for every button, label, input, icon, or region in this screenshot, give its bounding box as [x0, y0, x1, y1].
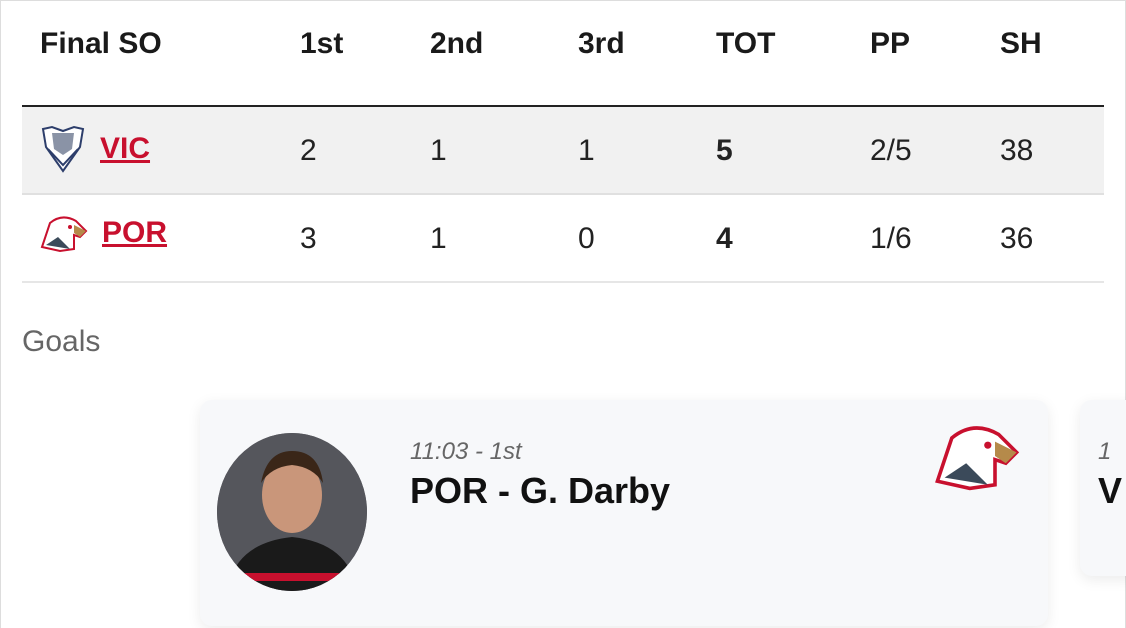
por-2nd: 1 [430, 222, 447, 255]
goal-scorer: POR - G. Darby [410, 470, 671, 511]
por-pp: 1/6 [870, 222, 912, 255]
team-link-por[interactable]: POR [102, 216, 168, 249]
por-tot: 4 [716, 222, 733, 255]
goals-heading: Goals [22, 325, 101, 358]
goal-time: 11:03 - 1st [410, 438, 522, 465]
header-2nd: 2nd [430, 27, 484, 60]
vic-1st: 2 [300, 134, 317, 167]
vic-pp: 2/5 [870, 134, 912, 167]
por-3rd: 0 [578, 222, 595, 255]
goal-card[interactable]: 1 V [1080, 400, 1126, 576]
goal-scorer: V [1098, 470, 1123, 511]
header-tot: TOT [716, 27, 776, 60]
por-1st: 3 [300, 222, 317, 255]
header-3rd: 3rd [578, 27, 625, 60]
scoreboard-table: Final SO 1st 2nd 3rd TOT PP SH VIC 2 1 1… [22, 0, 1104, 283]
team-cell: POR [40, 213, 167, 253]
table-row: VIC 2 1 1 5 2/5 38 [22, 107, 1104, 195]
goal-time: 1 [1098, 438, 1112, 465]
header-sh: SH [1000, 27, 1042, 60]
header-final: Final SO [40, 27, 162, 60]
table-header: Final SO 1st 2nd 3rd TOT PP SH [22, 0, 1104, 107]
por-sh: 36 [1000, 222, 1034, 255]
player-photo [217, 433, 367, 591]
header-pp: PP [870, 27, 911, 60]
portland-winterhawks-logo-icon [935, 426, 1020, 491]
vic-2nd: 1 [430, 134, 447, 167]
vic-sh: 38 [1000, 134, 1034, 167]
goal-card[interactable]: 11:03 - 1st POR - G. Darby [200, 400, 1048, 626]
vic-tot: 5 [716, 134, 733, 167]
vic-3rd: 1 [578, 134, 595, 167]
vic-royals-logo-icon [41, 125, 85, 173]
header-1st: 1st [300, 27, 344, 60]
portland-winterhawks-logo-icon [40, 216, 88, 253]
team-cell: VIC [40, 125, 150, 173]
table-row: POR 3 1 0 4 1/6 36 [22, 195, 1104, 283]
team-link-vic[interactable]: VIC [100, 132, 151, 165]
